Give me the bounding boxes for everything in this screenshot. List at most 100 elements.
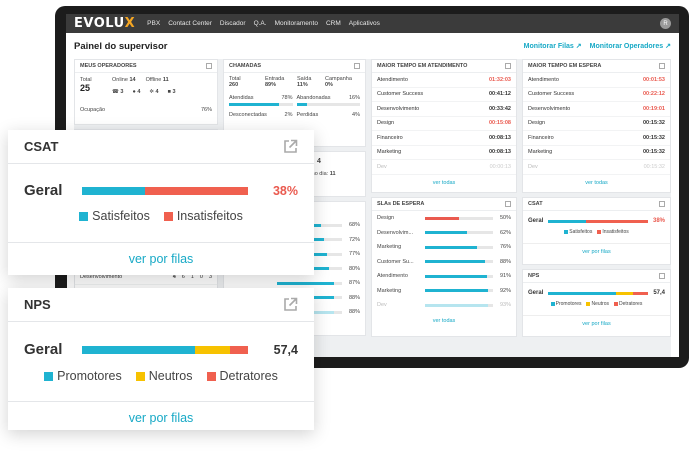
- external-link-icon[interactable]: [283, 139, 298, 154]
- table-row[interactable]: Dev 00:00:13: [372, 160, 516, 175]
- table-row[interactable]: Financeiro 00:15:32: [523, 131, 670, 146]
- nav-monitoramento[interactable]: Monitoramento: [274, 20, 318, 27]
- nav-pbx[interactable]: PBX: [147, 20, 161, 27]
- expand-icon[interactable]: [659, 201, 665, 207]
- sla-row[interactable]: Marketing 76%: [372, 240, 516, 255]
- expand-icon[interactable]: [659, 273, 665, 279]
- ver-por-filas-link[interactable]: ver por filas: [8, 401, 314, 434]
- sla-row[interactable]: Dev 93%: [372, 298, 516, 313]
- queue-name: Dev: [528, 163, 538, 170]
- expand-icon[interactable]: [505, 201, 511, 207]
- atendidas-label: Atendidas: [229, 95, 254, 101]
- csat-value: 38%: [272, 183, 298, 198]
- table-row[interactable]: Atendimento 00:01:53: [523, 73, 670, 88]
- queue-name: Dev: [377, 163, 387, 170]
- card-title: MEUS OPERADORES: [80, 63, 137, 69]
- sla-percent: 62%: [499, 229, 511, 236]
- nav-aplicativos[interactable]: Aplicativos: [348, 20, 380, 27]
- entrada-label: Entrada: [265, 76, 285, 82]
- queue-name: Design: [377, 215, 395, 222]
- table-row[interactable]: Desenvolvimento 00:33:42: [372, 102, 516, 117]
- table-row[interactable]: Financeiro 00:08:13: [372, 131, 516, 146]
- chamadas-total-label: Total: [229, 76, 241, 82]
- table-row[interactable]: Marketing 00:08:13: [372, 146, 516, 160]
- sla-bar: [425, 245, 493, 249]
- sla-row[interactable]: Desenvolvim... 62%: [372, 226, 516, 241]
- nav-crm[interactable]: CRM: [325, 20, 341, 27]
- coffee-icon: ■: [167, 89, 171, 95]
- queue-percent: 88%: [348, 294, 360, 301]
- queue-name: Design: [377, 120, 395, 127]
- external-link-icon: ↗: [575, 43, 582, 50]
- atendidas-value: 78%: [281, 95, 293, 101]
- abandonadas-label: Abandonadas: [296, 95, 331, 101]
- legend-neutros: Neutros: [586, 301, 609, 307]
- csat-small-geral-label: Geral: [528, 218, 544, 224]
- table-row[interactable]: Marketing 00:15:32: [523, 146, 670, 160]
- table-row[interactable]: Design 00:15:32: [523, 117, 670, 131]
- status-ligando: ☎ 3: [112, 89, 124, 95]
- nav-contact-center[interactable]: Contact Center: [168, 20, 212, 27]
- sla-bar: [425, 260, 493, 264]
- ver-por-filas-link[interactable]: ver por filas: [8, 242, 314, 275]
- saida-value: 11%: [297, 82, 308, 88]
- atendimento-rows: Atendimento 01:32:03 Customer Success 00:41…: [372, 73, 516, 175]
- csat-title: CSAT: [24, 139, 59, 154]
- expand-icon[interactable]: [354, 63, 360, 69]
- sla-row[interactable]: Design 50%: [372, 211, 516, 226]
- espera-rows: Atendimento 00:01:53 Customer Success 00:22…: [523, 73, 670, 175]
- ver-por-filas-link[interactable]: ver por filas: [523, 243, 670, 255]
- chamadas-total-value: 260: [229, 82, 239, 88]
- sla-bar-fill: [425, 260, 485, 264]
- nav-qa[interactable]: Q.A.: [253, 20, 267, 27]
- expand-icon[interactable]: [659, 63, 665, 69]
- sla-row[interactable]: Customer Su... 88%: [372, 255, 516, 270]
- ver-todas-link[interactable]: ver todas: [432, 179, 456, 186]
- legend-promotores: Promotores: [44, 369, 122, 383]
- nps-neutros-segment: [194, 345, 230, 354]
- offline-label: Offline: [145, 77, 162, 83]
- table-row[interactable]: Customer Success 00:22:12: [523, 88, 670, 102]
- time-value: 00:08:13: [488, 149, 511, 156]
- ver-por-filas-link[interactable]: ver por filas: [523, 315, 670, 327]
- user-avatar[interactable]: R: [660, 18, 671, 29]
- expand-icon[interactable]: [505, 63, 511, 69]
- ver-todas-link[interactable]: ver todas: [432, 317, 456, 324]
- time-value: 00:33:42: [488, 105, 511, 112]
- external-link-icon[interactable]: [283, 297, 298, 312]
- time-value: 00:22:12: [642, 91, 665, 98]
- queue-name: Desenvolvimento: [528, 105, 571, 112]
- time-value: 00:19:01: [642, 105, 665, 112]
- table-row[interactable]: Dev 00:15:32: [523, 160, 670, 175]
- sla-row[interactable]: Atendimento 91%: [372, 269, 516, 284]
- sla-row[interactable]: Marketing 92%: [372, 284, 516, 299]
- csat-small-card: CSAT Geral 38% Satisfeitos Insatisfeitos…: [522, 197, 671, 265]
- nps-small-value: 57,4: [653, 290, 665, 296]
- queue-percent: 80%: [348, 265, 360, 272]
- ver-todas-link[interactable]: ver todas: [585, 179, 608, 186]
- maior-tempo-espera-card: MAIOR TEMPO EM ESPERA Atendimento 00:01:5…: [522, 59, 671, 193]
- table-row[interactable]: Customer Success 00:41:12: [372, 88, 516, 102]
- sla-rows: Design 50% Desenvolvim... 62% Marketing 76% Cu…: [372, 211, 516, 313]
- card-title: SLAs DE ESPERA: [377, 201, 425, 207]
- queue-percent: 87%: [348, 280, 360, 287]
- table-row[interactable]: Desenvolvimento 00:19:01: [523, 102, 670, 117]
- card-title: CSAT: [528, 201, 543, 207]
- queue-name: Marketing: [377, 149, 402, 156]
- nav-discador[interactable]: Discador: [219, 20, 246, 27]
- time-value: 00:15:32: [642, 134, 665, 141]
- espera-count: 4: [317, 158, 321, 165]
- expand-icon[interactable]: [206, 63, 212, 69]
- table-row[interactable]: Design 00:15:08: [372, 117, 516, 131]
- table-row[interactable]: Atendimento 01:32:03: [372, 73, 516, 88]
- sla-bar-fill: [425, 274, 487, 278]
- queue-name: Financeiro: [528, 134, 554, 141]
- monitorar-operadores-link[interactable]: Monitorar Operadores ↗: [589, 43, 671, 50]
- monitorar-filas-link[interactable]: Monitorar Filas ↗: [523, 43, 582, 50]
- legend-insatisfeitos: Insatisfeitos: [163, 209, 243, 223]
- sla-percent: 91%: [499, 273, 511, 280]
- evolux-logo[interactable]: EVOLUX: [74, 16, 136, 31]
- sla-percent: 50%: [499, 215, 511, 222]
- sla-bar: [425, 231, 493, 235]
